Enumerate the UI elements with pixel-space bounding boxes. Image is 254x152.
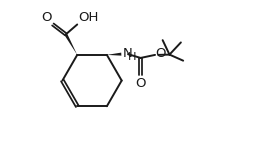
Polygon shape xyxy=(65,34,77,55)
Text: O: O xyxy=(135,77,146,90)
Polygon shape xyxy=(107,53,121,56)
Text: OH: OH xyxy=(78,11,98,24)
Text: O: O xyxy=(155,47,166,60)
Text: N: N xyxy=(123,47,133,60)
Text: O: O xyxy=(41,11,52,24)
Text: H: H xyxy=(128,52,137,62)
